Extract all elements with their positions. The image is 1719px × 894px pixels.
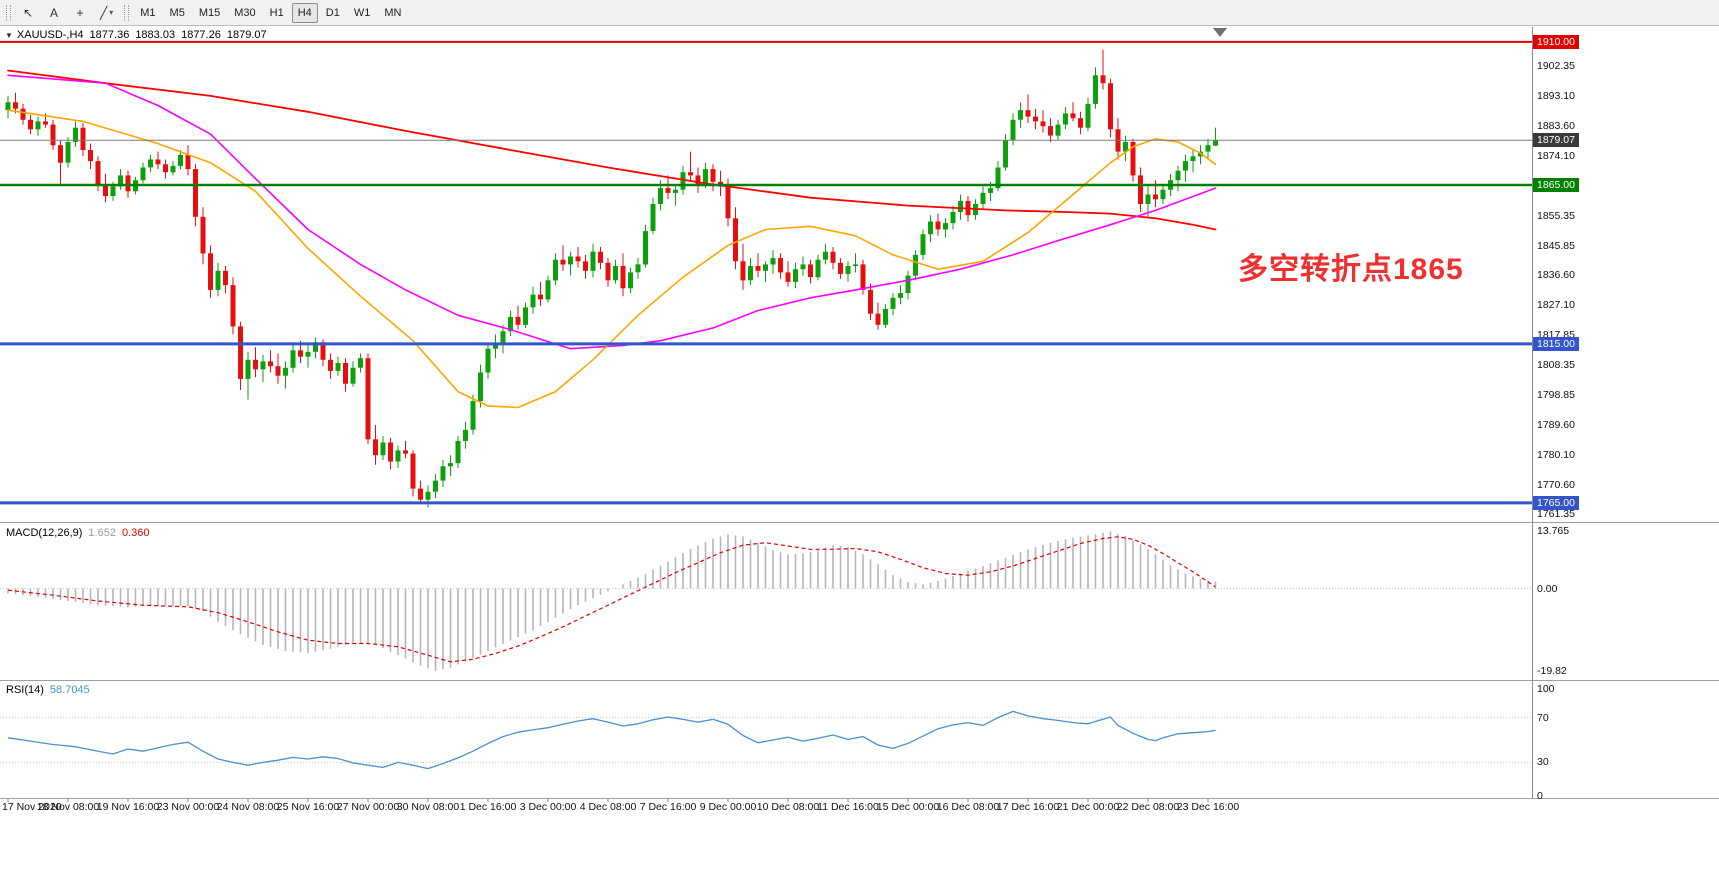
crosshair-tool-button[interactable]: + [68, 3, 92, 23]
ohlc-low: 1877.26 [181, 29, 221, 41]
timeframe-button-m5[interactable]: M5 [169, 6, 185, 19]
timeframe-buttons: M1 M5 M15 M30 H1 H4 D1 W1 MN [134, 2, 407, 23]
rsi-name: RSI(14) [6, 684, 44, 696]
toolbar-grip[interactable] [6, 4, 11, 21]
line-tools-dropdown-button[interactable]: ╱ ▾ [94, 3, 119, 23]
line-tools-dropdown-icon: ╱ [100, 5, 108, 20]
chart-tool-buttons: ↖ A + ╱ ▾ [16, 3, 119, 23]
ohlc-close: 1879.07 [226, 29, 267, 41]
cursor-tool-button[interactable]: ↖ [16, 3, 40, 23]
macd-name: MACD(12,26,9) [6, 527, 83, 539]
macd-main-value: 1.652 [88, 527, 116, 539]
toolbar: ↖ A + ╱ ▾ M1 M5 M15 M30 H1 H4 D1 W1 MN [0, 0, 1719, 26]
crosshair-tool-icon: + [76, 5, 84, 20]
timeframe-button-w1[interactable]: W1 [353, 6, 371, 19]
timeframe-button-d1[interactable]: D1 [325, 6, 340, 19]
timeframe-button-h1[interactable]: H1 [269, 6, 284, 19]
timeframe-button-mn[interactable]: MN [384, 6, 402, 19]
dropdown-caret-icon: ▾ [109, 8, 114, 17]
timeframe-button-m1[interactable]: M1 [140, 6, 156, 19]
timeframe-button-m15[interactable]: M15 [198, 6, 221, 19]
collapse-ohlc-icon[interactable]: ▼ [5, 30, 13, 40]
chart-annotation-text: 多空转折点1865 [1238, 253, 1464, 286]
cursor-tool-icon: ↖ [22, 5, 34, 20]
symbol-period-label: XAUUSD-,H4 [16, 29, 84, 41]
price-axis[interactable] [1532, 26, 1719, 798]
rsi-indicator-label: RSI(14) 58.7045 [6, 684, 90, 696]
text-tool-icon: A [49, 5, 58, 20]
timeframe-button-h4[interactable]: H4 [291, 2, 318, 23]
ohlc-open: 1877.36 [89, 29, 130, 41]
rsi-value: 58.7045 [49, 684, 90, 696]
timeframe-button-m30[interactable]: M30 [234, 6, 256, 19]
text-tool-button[interactable]: A [42, 3, 66, 23]
toolbar-grip[interactable] [124, 4, 130, 21]
macd-signal-value: 0.360 [121, 527, 150, 539]
chart-ohlc-header: ▼ XAUUSD-,H4 1877.36 1883.03 1877.26 187… [5, 29, 267, 41]
time-axis[interactable] [0, 798, 1719, 816]
ohlc-high: 1883.03 [135, 29, 176, 41]
macd-indicator-label: MACD(12,26,9) 1.652 0.360 [6, 527, 149, 539]
